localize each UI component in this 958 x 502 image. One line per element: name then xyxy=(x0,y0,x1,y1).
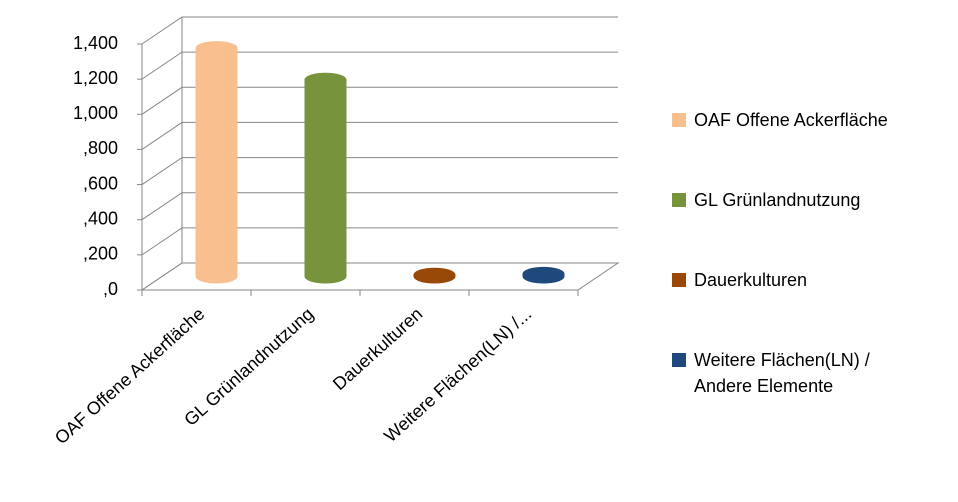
legend-entry: Dauerkulturen xyxy=(672,267,958,293)
y-tick-label: 1,400 xyxy=(73,33,118,53)
legend-swatch xyxy=(672,273,686,287)
legend-label: GL Grünlandnutzung xyxy=(694,190,861,210)
cylinder xyxy=(304,72,347,284)
cylinder-top xyxy=(413,267,456,282)
cylinder-top xyxy=(304,72,347,87)
y-tick-label: ,0 xyxy=(103,279,118,299)
cylinder-body xyxy=(304,79,347,284)
legend-swatch xyxy=(672,193,686,207)
x-tick-label: OAF Offene Ackerfläche xyxy=(51,304,208,449)
x-tick-label: Dauerkulturen xyxy=(329,304,426,395)
grid-line xyxy=(141,51,618,80)
legend-swatch xyxy=(672,353,686,367)
y-tick-label: ,400 xyxy=(83,208,118,228)
grid-line xyxy=(141,16,618,45)
legend-swatch xyxy=(672,113,686,127)
grid-line xyxy=(141,121,618,150)
grid-line xyxy=(141,86,618,115)
legend-label: OAF Offene Ackerfläche xyxy=(694,110,888,130)
legend-entry: GL Grünlandnutzung xyxy=(672,187,958,213)
y-tick-label: ,200 xyxy=(83,244,118,264)
legend-entry: Weitere Flächen(LN) / Andere Elemente xyxy=(672,347,958,399)
cylinder-body xyxy=(195,48,238,284)
cylinder xyxy=(195,41,238,284)
grid-line xyxy=(141,227,618,256)
y-tick-label: ,600 xyxy=(83,173,118,193)
cylinder xyxy=(413,267,456,284)
grid-line xyxy=(141,157,618,185)
grid-line xyxy=(141,192,618,221)
legend-label: Dauerkulturen xyxy=(694,270,808,290)
y-tick-label: ,800 xyxy=(83,138,118,158)
y-tick-label: 1,000 xyxy=(73,103,118,123)
y-tick-label: 1,200 xyxy=(73,68,118,88)
cylinder-top xyxy=(195,41,238,56)
legend-label: Weitere Flächen(LN) / Andere Elemente xyxy=(694,350,870,396)
legend-entry: OAF Offene Ackerfläche xyxy=(672,107,958,133)
grid-line xyxy=(141,262,618,291)
cylinder-top xyxy=(522,266,565,281)
cylinder xyxy=(522,266,565,284)
